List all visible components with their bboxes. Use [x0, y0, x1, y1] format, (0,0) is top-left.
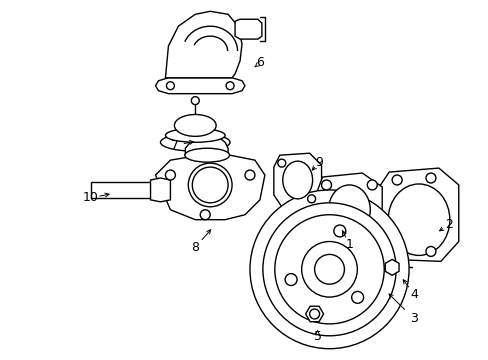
- Text: 2: 2: [444, 218, 452, 231]
- Text: 9: 9: [315, 156, 323, 168]
- Ellipse shape: [160, 133, 230, 151]
- Circle shape: [225, 82, 234, 90]
- Polygon shape: [235, 19, 262, 39]
- Circle shape: [301, 242, 357, 297]
- Polygon shape: [273, 153, 321, 207]
- Ellipse shape: [184, 148, 229, 162]
- Circle shape: [365, 230, 374, 239]
- Text: 6: 6: [255, 57, 264, 69]
- Circle shape: [191, 96, 199, 105]
- Polygon shape: [150, 178, 170, 202]
- Text: 3: 3: [409, 312, 417, 325]
- Circle shape: [366, 180, 376, 190]
- Text: 5: 5: [313, 330, 321, 343]
- Ellipse shape: [282, 161, 312, 199]
- Circle shape: [188, 163, 232, 207]
- Circle shape: [382, 244, 391, 255]
- Polygon shape: [155, 155, 264, 220]
- Text: 4: 4: [409, 288, 417, 301]
- Ellipse shape: [387, 184, 449, 255]
- Circle shape: [166, 82, 174, 90]
- Polygon shape: [91, 182, 150, 198]
- Circle shape: [277, 159, 285, 167]
- Circle shape: [309, 309, 319, 319]
- Circle shape: [165, 170, 175, 180]
- Ellipse shape: [328, 185, 369, 235]
- Ellipse shape: [174, 114, 216, 136]
- Circle shape: [192, 167, 227, 203]
- Circle shape: [391, 175, 401, 185]
- Text: 1: 1: [345, 238, 353, 251]
- Circle shape: [263, 203, 395, 336]
- Circle shape: [425, 247, 435, 256]
- Polygon shape: [155, 78, 244, 94]
- Circle shape: [319, 228, 329, 238]
- Polygon shape: [185, 137, 227, 155]
- Circle shape: [249, 190, 408, 349]
- Circle shape: [314, 255, 344, 284]
- Text: 10: 10: [83, 192, 99, 204]
- Circle shape: [244, 170, 254, 180]
- Polygon shape: [385, 260, 398, 275]
- Circle shape: [200, 210, 210, 220]
- Text: 8: 8: [191, 241, 199, 254]
- Polygon shape: [376, 168, 458, 261]
- Ellipse shape: [165, 129, 224, 142]
- Polygon shape: [305, 306, 323, 322]
- Circle shape: [351, 291, 363, 303]
- Circle shape: [274, 215, 384, 324]
- Circle shape: [285, 274, 296, 285]
- Circle shape: [425, 173, 435, 183]
- Circle shape: [307, 195, 315, 203]
- Circle shape: [333, 225, 345, 237]
- Polygon shape: [165, 11, 242, 78]
- Text: 7: 7: [171, 139, 179, 152]
- Polygon shape: [316, 173, 382, 244]
- Circle shape: [321, 180, 331, 190]
